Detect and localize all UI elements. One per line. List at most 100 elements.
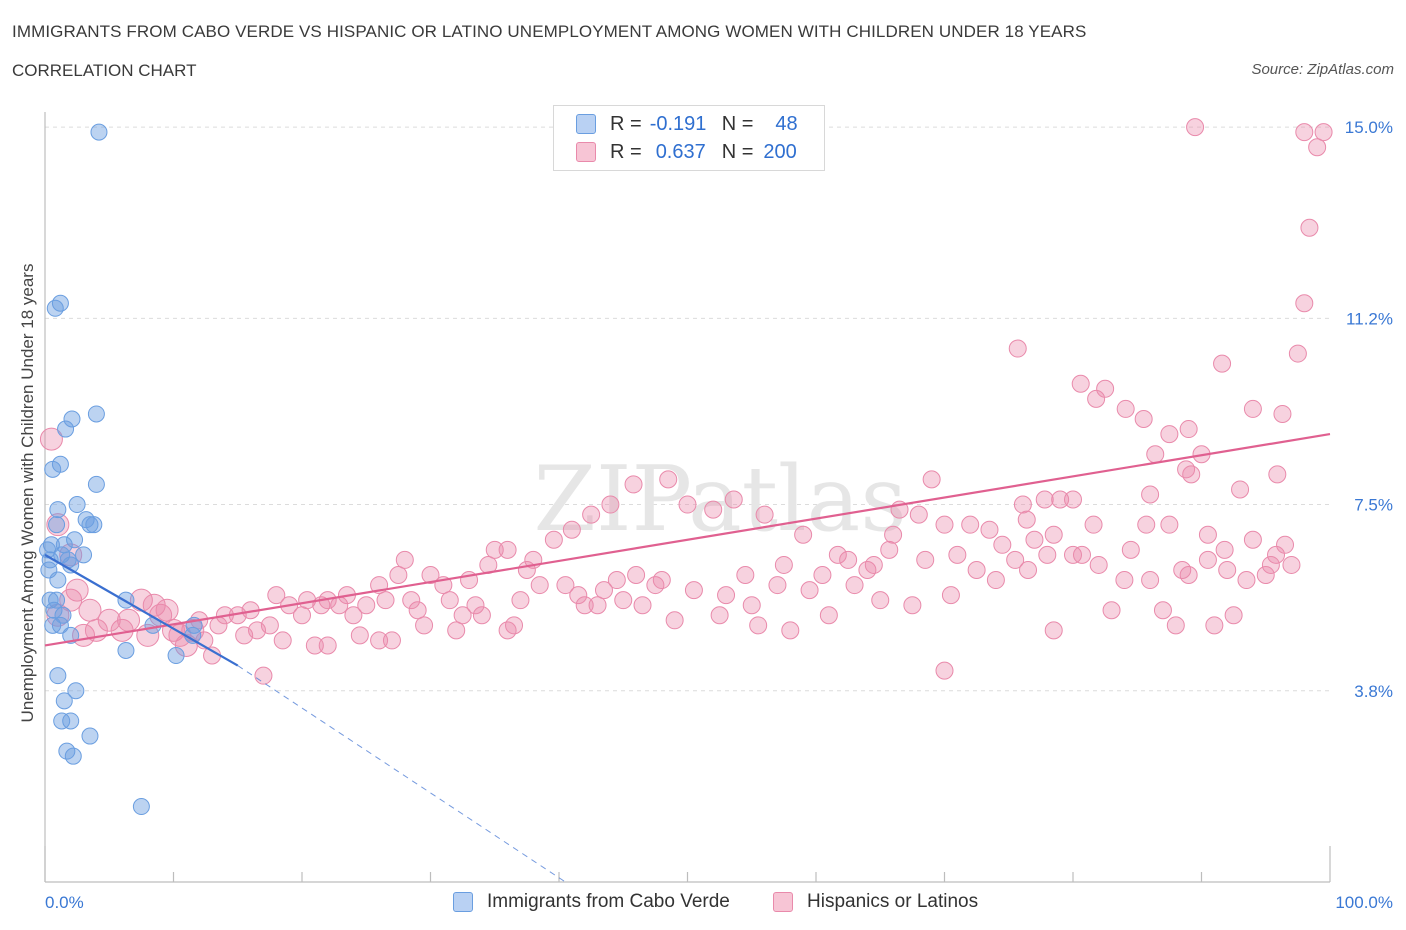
hispanic-point (1261, 555, 1280, 574)
hispanic-point (1038, 545, 1057, 564)
cabo-verde-point (46, 299, 64, 317)
cabo-verde-point (87, 405, 105, 423)
hispanic-point (935, 515, 954, 534)
hispanic-point (935, 661, 954, 680)
hispanic-point (1308, 138, 1327, 157)
hispanic-point (78, 598, 102, 622)
hispanic-point (298, 591, 317, 610)
hispanic-point (582, 505, 601, 524)
hispanic-point (1282, 555, 1301, 574)
cabo-verde-point (49, 501, 67, 519)
hispanic-point (1121, 540, 1140, 559)
hispanic-point (845, 576, 864, 595)
hispanic-point (916, 550, 935, 569)
cabo-verde-point (64, 747, 82, 765)
cabo-verde-point (87, 475, 105, 493)
hispanic-point (1215, 540, 1234, 559)
hispanic-point (1044, 525, 1063, 544)
hispanic-point (39, 427, 63, 451)
hispanic-point (1137, 515, 1156, 534)
hispanic-point (967, 560, 986, 579)
hispanic-point (1116, 399, 1135, 418)
hispanic-point (1146, 445, 1165, 464)
hispanic-point (1231, 480, 1250, 499)
cabo-verde-point (49, 667, 67, 685)
hispanic-point (357, 596, 376, 615)
hispanic-point (1267, 545, 1286, 564)
hispanic-point (466, 596, 485, 615)
hispanic-point (402, 591, 421, 610)
hispanic-point (1295, 123, 1314, 142)
hispanic-point (659, 470, 678, 489)
hispanic-point (1182, 465, 1201, 484)
cabo-verde-trend-extension (237, 665, 566, 883)
n-value-cabo-verde: 48 (775, 112, 798, 135)
cabo-verde-point (68, 496, 86, 514)
hispanic-point (864, 555, 883, 574)
hispanic-point (415, 616, 434, 635)
cabo-verde-point (51, 616, 69, 634)
hispanic-point (1173, 560, 1192, 579)
hispanic-point (652, 571, 671, 590)
hispanic-legend-label: Hispanics or Latinos (807, 891, 979, 912)
hispanic-point (1064, 490, 1082, 509)
hispanic-point (909, 505, 928, 524)
hispanic-point (1025, 530, 1044, 549)
hispanic-point (1044, 621, 1063, 640)
hispanic-point (350, 626, 369, 645)
hispanic-point (498, 621, 517, 640)
hispanic-point (880, 540, 899, 559)
legend-item-hispanic[interactable]: Hispanics or Latinos (773, 889, 978, 915)
y-tick-label: 7.5% (1354, 496, 1393, 515)
hispanic-point (376, 591, 395, 610)
hispanic-point (1160, 425, 1179, 444)
hispanic-point (1243, 399, 1262, 418)
cabo-verde-point (167, 647, 185, 665)
cabo-verde-point (55, 692, 73, 710)
hispanic-point (1177, 460, 1196, 479)
hispanic-point (235, 626, 254, 645)
hispanic-point (485, 540, 504, 559)
hispanic-point (961, 515, 980, 534)
hispanic-point (588, 596, 607, 615)
hispanic-point (370, 631, 389, 650)
hispanic-point (447, 621, 466, 640)
cabo-verde-swatch (576, 114, 596, 134)
hispanic-point (1268, 465, 1287, 484)
r-value-cabo-verde: -0.191 (649, 112, 707, 135)
hispanic-point (941, 586, 960, 605)
hispanic-point (594, 581, 613, 600)
hispanic-point (1019, 560, 1038, 579)
hispanic-point (1213, 354, 1232, 373)
cabo-verde-point (45, 601, 63, 619)
hispanic-point (267, 586, 286, 605)
hispanic-point (1186, 118, 1205, 137)
cabo-verde-trend-line (44, 553, 239, 667)
hispanic-point (142, 593, 166, 617)
hispanic-point (440, 591, 459, 610)
hispanic-point (601, 495, 620, 514)
hispanic-point (1273, 404, 1292, 423)
hispanic-point (1096, 379, 1115, 398)
cabo-verde-point (81, 516, 99, 534)
hispanic-point (344, 606, 363, 625)
x-tick-label: 100.0% (1335, 893, 1393, 912)
hispanic-point (395, 550, 414, 569)
correlation-legend: R = -0.191 N = 48 R = 0.637 N = 200 (553, 105, 825, 171)
hispanic-point (408, 601, 427, 620)
cabo-verde-point (81, 727, 99, 745)
hispanic-point (1295, 294, 1314, 313)
hispanic-point (1006, 550, 1025, 569)
cabo-verde-point (57, 420, 75, 438)
r-value-hispanic: 0.637 (655, 140, 706, 163)
cabo-verde-point (51, 294, 69, 312)
hispanic-point (1071, 374, 1090, 393)
legend-item-cabo-verde[interactable]: Immigrants from Cabo Verde (453, 889, 730, 915)
hispanic-point (1084, 515, 1103, 534)
hispanic-point (97, 608, 121, 632)
hispanic-point (1141, 571, 1160, 590)
hispanic-point (1179, 420, 1198, 439)
hispanic-point (1276, 535, 1295, 554)
n-value-hispanic: 200 (763, 140, 797, 163)
